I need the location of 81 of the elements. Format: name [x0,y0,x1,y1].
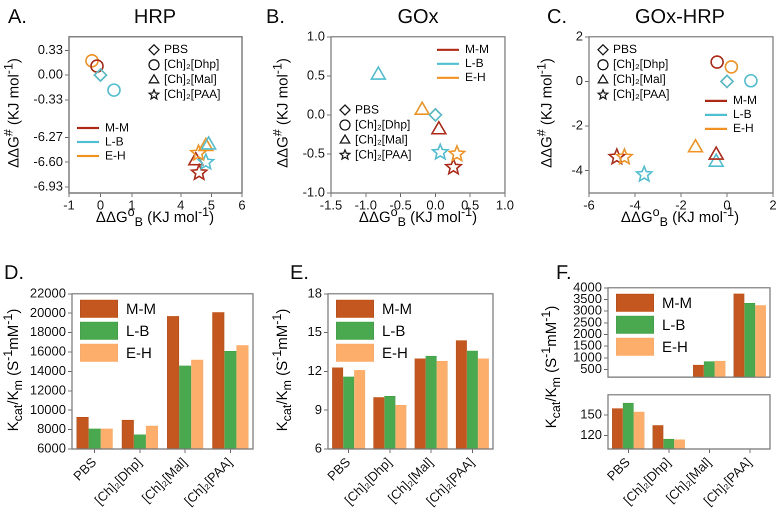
legend-label: PBS [164,42,188,56]
y-tick-label: 12 [308,362,322,378]
legend-label: E-H [105,148,126,162]
y-tick-label: 12000 [30,382,66,398]
y-tick-label: 0.5 [306,67,325,82]
chart-title: GOx-HRP [635,6,725,29]
legend-label: [Ch]₂[PAA] [164,87,220,102]
y-tick-label: 1.0 [306,28,325,44]
legend-label: M-M [464,42,489,56]
legend-label: [Ch]₂[Dhp] [355,117,410,132]
legend-label: [Ch]₂[PAA] [355,147,412,162]
legend-label: E-H [464,70,486,84]
y-tick-label: -6.93 [33,178,63,194]
text: C. [547,6,567,29]
y-tick-label: 120 [580,427,602,442]
y-tick-label: 0.00 [38,66,63,82]
x-tick-label: -6 [583,197,595,212]
x-tick-label: 1.0 [496,197,514,212]
chart-title: GOx [397,6,439,29]
text: F. [556,262,572,285]
x-tick-label: -2 [675,197,687,212]
y-tick-label: 2 [576,28,583,44]
y-tick-label: -6.60 [33,154,63,169]
legend-label: E-H [126,344,152,362]
y-tick-label: -6.27 [33,129,63,144]
text: D. [4,262,24,285]
legend-label: [Ch]₂[Mal] [613,72,666,86]
y-tick-label: 22000 [30,285,66,300]
legend-label: M-M [662,294,692,312]
y-tick-label: 18 [308,285,322,300]
text: E. [290,262,309,285]
y-tick-label: 9 [314,402,322,417]
x-tick-label: 0.0 [426,197,444,212]
legend-label: M-M [733,93,757,108]
y-tick-label: 0.33 [38,42,63,57]
legend-label: [Ch]₂[PAA] [613,87,670,102]
x-tick-label: 4 [177,197,184,212]
legend-label: PBS [613,42,638,56]
text: B. [266,6,285,29]
y-tick-label: 20000 [30,304,66,320]
y-tick-label: 10000 [30,402,66,417]
y-tick-label: 15 [308,324,322,340]
legend-label: [Ch]₂[Mal] [164,72,217,86]
y-tick-label: 16000 [30,344,66,359]
legend-label: [Ch]₂[Dhp] [613,57,668,72]
x-tick-label: -1 [63,197,75,212]
legend-label: E-H [662,338,688,356]
x-tick-label: -1.5 [320,197,342,212]
y-tick-label: 14000 [30,362,66,378]
y-tick-label: -2 [571,118,583,133]
y-tick-label: 8000 [37,421,66,436]
legend-label: M-M [126,300,156,318]
y-tick-label: 150 [580,406,602,422]
legend-label: L-B [105,134,124,148]
y-tick-label: -0.33 [33,91,63,106]
legend-label: [Ch]₂[Mal] [355,132,408,146]
y-tick-label: -1.0 [302,184,325,200]
legend-label: E-H [733,121,754,136]
legend-label: M-M [105,120,129,134]
y-tick-label: 0 [576,73,583,88]
legend-label: [Ch]₂[Dhp] [164,57,220,72]
legend-label: L-B [126,322,150,340]
legend-label: L-B [662,316,686,334]
legend-label: L-B [733,107,752,122]
x-tick-label: 6 [238,197,246,212]
text: A. [8,6,27,29]
y-tick-label: 18000 [30,324,66,340]
x-tick-label: 0 [96,197,104,212]
x-tick-label: 2 [769,197,777,212]
legend-label: L-B [382,322,406,340]
chart-title: HRP [134,6,176,29]
y-tick-label: -4 [571,162,583,178]
legend-label: M-M [382,300,412,318]
y-tick-label: -0.5 [302,146,325,161]
legend-label: E-H [382,344,408,362]
y-tick-label: 6000 [37,440,66,456]
y-tick-label: 0.0 [306,106,325,122]
y-tick-label: 6 [314,440,322,456]
legend-label: PBS [355,102,380,116]
x-tick-label: 5 [208,197,215,212]
legend-label: L-B [464,56,484,70]
